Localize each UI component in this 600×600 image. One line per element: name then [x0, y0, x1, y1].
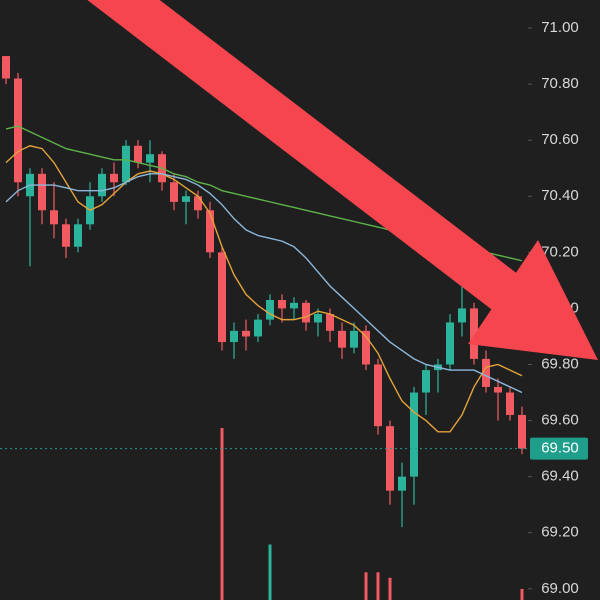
candle-body: [518, 414, 526, 449]
candle-body: [98, 173, 106, 197]
volume-bar: [268, 544, 272, 600]
annotation-arrow: [87, 0, 598, 360]
candle-body: [458, 308, 466, 323]
candle-body: [2, 56, 10, 79]
volume-bar: [388, 577, 392, 600]
candle-body: [494, 386, 502, 393]
y-tick-label: 70.60: [541, 131, 579, 148]
y-tick-label: 70.80: [541, 75, 579, 92]
candle-body: [350, 330, 358, 348]
y-tick-label: 70.20: [541, 243, 579, 260]
arrow-shaft: [87, 0, 519, 310]
candle-body: [422, 370, 430, 393]
current-price-badge: [530, 437, 588, 460]
candle-body: [290, 302, 298, 309]
candle-body: [278, 300, 286, 309]
candle-body: [38, 173, 46, 211]
candle-body: [374, 364, 382, 427]
moving-average-line: [5, 145, 523, 433]
moving-average-line: [5, 173, 523, 394]
y-tick-label: 70.40: [541, 187, 579, 204]
candle-body: [146, 154, 154, 163]
y-axis: 71.0070.8070.6070.4070.2070.0069.8069.60…: [528, 19, 588, 597]
current-price-label: 69.50: [541, 440, 579, 457]
candle-body: [194, 196, 202, 211]
candle-body: [110, 173, 118, 183]
candle-body: [218, 252, 226, 343]
candle-body: [170, 182, 178, 202]
y-tick-label: 69.60: [541, 412, 579, 429]
candle-body: [242, 330, 250, 337]
candle-body: [266, 300, 274, 320]
candle-body: [446, 322, 454, 365]
plot-area: [0, 56, 530, 600]
volume-bar: [520, 588, 524, 600]
y-tick-label: 69.80: [541, 355, 579, 372]
candle-body: [302, 302, 310, 323]
candle-body: [230, 330, 238, 343]
candle-body: [206, 210, 214, 253]
y-tick-label: 69.00: [541, 580, 579, 597]
candle-body: [50, 210, 58, 225]
y-tick-label: 71.00: [541, 19, 579, 36]
candle-body: [470, 308, 478, 359]
candle-body: [182, 196, 190, 202]
candle-body: [254, 319, 262, 337]
volume-bar: [364, 572, 368, 600]
candle-body: [14, 78, 22, 183]
volume-bar: [220, 428, 224, 600]
candle-body: [410, 392, 418, 477]
y-tick-label: 69.40: [541, 468, 579, 485]
candle-body: [62, 224, 70, 247]
candle-body: [122, 145, 130, 183]
candle-body: [326, 314, 334, 331]
candle-body: [398, 476, 406, 491]
candle-body: [506, 392, 514, 415]
y-tick-label: 69.20: [541, 524, 579, 541]
volume-bar: [376, 572, 380, 600]
candle-body: [482, 358, 490, 387]
candle-body: [362, 330, 370, 365]
candle-body: [134, 145, 142, 163]
candle-body: [74, 224, 82, 247]
candle-body: [338, 330, 346, 348]
candle-body: [386, 426, 394, 491]
candle-body: [314, 314, 322, 323]
arrow-head: [468, 240, 598, 360]
